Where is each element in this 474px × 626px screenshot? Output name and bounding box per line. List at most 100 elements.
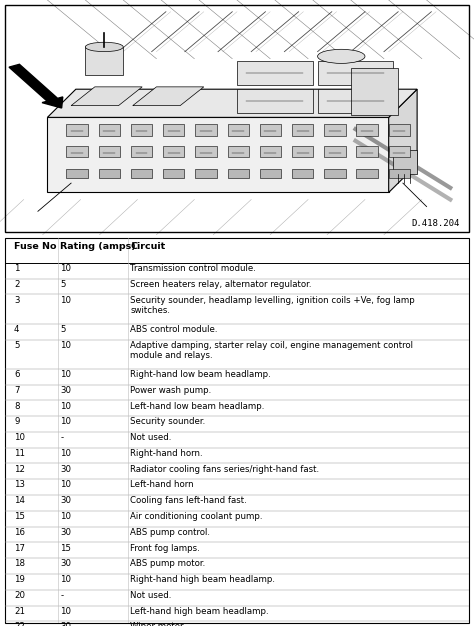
Text: -: - — [61, 433, 64, 442]
Text: Left-hand horn: Left-hand horn — [130, 480, 194, 490]
Text: Not used.: Not used. — [130, 433, 172, 442]
Text: ABS pump control.: ABS pump control. — [130, 528, 210, 536]
Text: 1: 1 — [14, 264, 19, 273]
Text: 10: 10 — [14, 433, 25, 442]
FancyArrow shape — [9, 64, 63, 108]
Text: Transmission control module.: Transmission control module. — [130, 264, 256, 273]
Text: 9: 9 — [14, 418, 19, 426]
Text: 7: 7 — [14, 386, 19, 395]
Bar — [195, 125, 217, 136]
Text: Circuit: Circuit — [130, 242, 165, 251]
Bar — [131, 169, 152, 178]
Polygon shape — [71, 87, 142, 106]
Text: 30: 30 — [61, 496, 72, 505]
Text: 5: 5 — [14, 341, 19, 350]
Bar — [351, 68, 398, 115]
Bar — [260, 169, 281, 178]
Bar — [195, 146, 217, 157]
Bar — [318, 89, 393, 113]
Bar — [356, 146, 378, 157]
Text: 21: 21 — [14, 607, 25, 616]
Polygon shape — [133, 87, 204, 106]
Text: Air conditioning coolant pump.: Air conditioning coolant pump. — [130, 512, 263, 521]
Text: 5: 5 — [61, 280, 66, 289]
Bar — [324, 125, 346, 136]
Bar — [131, 125, 152, 136]
Bar — [99, 169, 120, 178]
Bar — [66, 125, 88, 136]
Text: Wiper motor.: Wiper motor. — [130, 622, 185, 626]
Bar — [228, 125, 249, 136]
Text: 2: 2 — [14, 280, 19, 289]
Text: 10: 10 — [61, 370, 72, 379]
Bar — [237, 89, 313, 113]
Text: 10: 10 — [61, 607, 72, 616]
Bar — [131, 146, 152, 157]
Polygon shape — [389, 89, 417, 193]
Text: 16: 16 — [14, 528, 25, 536]
Text: 15: 15 — [14, 512, 25, 521]
Text: Security sounder.: Security sounder. — [130, 418, 205, 426]
Bar — [389, 169, 410, 178]
Text: 10: 10 — [61, 401, 72, 411]
Ellipse shape — [85, 43, 123, 52]
Text: 10: 10 — [61, 295, 72, 305]
Text: 17: 17 — [14, 543, 25, 553]
Bar — [195, 169, 217, 178]
Text: 6: 6 — [14, 370, 19, 379]
Bar — [356, 125, 378, 136]
Bar — [393, 150, 417, 173]
Text: 30: 30 — [61, 622, 72, 626]
Bar — [356, 169, 378, 178]
Ellipse shape — [318, 49, 365, 63]
Bar — [260, 146, 281, 157]
Text: Right-hand low beam headlamp.: Right-hand low beam headlamp. — [130, 370, 271, 379]
Text: 10: 10 — [61, 512, 72, 521]
Bar — [292, 125, 313, 136]
Text: Right-hand high beam headlamp.: Right-hand high beam headlamp. — [130, 575, 275, 584]
Text: 30: 30 — [61, 560, 72, 568]
Bar — [228, 169, 249, 178]
Text: Adaptive damping, starter relay coil, engine management control
module and relay: Adaptive damping, starter relay coil, en… — [130, 341, 413, 360]
Text: 10: 10 — [61, 264, 72, 273]
Text: 11: 11 — [14, 449, 25, 458]
Bar — [99, 146, 120, 157]
Bar — [324, 169, 346, 178]
Bar — [66, 146, 88, 157]
Text: 13: 13 — [14, 480, 25, 490]
Text: 19: 19 — [14, 575, 25, 584]
Bar — [163, 169, 184, 178]
Text: Left-hand high beam headlamp.: Left-hand high beam headlamp. — [130, 607, 269, 616]
Text: 12: 12 — [14, 464, 25, 474]
Bar — [389, 125, 410, 136]
Text: 20: 20 — [14, 591, 25, 600]
Polygon shape — [47, 118, 389, 193]
Bar — [163, 146, 184, 157]
Text: 15: 15 — [61, 543, 72, 553]
Bar — [260, 125, 281, 136]
Text: Radiator cooling fans series/right-hand fast.: Radiator cooling fans series/right-hand … — [130, 464, 319, 474]
Text: D.418.204: D.418.204 — [411, 218, 460, 228]
Text: 22: 22 — [14, 622, 25, 626]
Polygon shape — [47, 89, 417, 118]
Bar — [318, 61, 393, 85]
Text: 10: 10 — [61, 418, 72, 426]
Text: 4: 4 — [14, 325, 19, 334]
Bar — [163, 125, 184, 136]
Bar — [66, 169, 88, 178]
Text: Front fog lamps.: Front fog lamps. — [130, 543, 200, 553]
Text: 10: 10 — [61, 449, 72, 458]
Text: 10: 10 — [61, 575, 72, 584]
Text: Power wash pump.: Power wash pump. — [130, 386, 211, 395]
Bar — [292, 169, 313, 178]
Text: Security sounder, headlamp levelling, ignition coils +Ve, fog lamp
switches.: Security sounder, headlamp levelling, ig… — [130, 295, 415, 315]
Text: 8: 8 — [14, 401, 19, 411]
Text: Right-hand horn.: Right-hand horn. — [130, 449, 203, 458]
Text: Rating (amps): Rating (amps) — [61, 242, 136, 251]
Text: 3: 3 — [14, 295, 19, 305]
Bar — [99, 125, 120, 136]
Text: ABS control module.: ABS control module. — [130, 325, 218, 334]
Bar — [389, 146, 410, 157]
Text: 30: 30 — [61, 464, 72, 474]
Bar — [85, 47, 123, 75]
